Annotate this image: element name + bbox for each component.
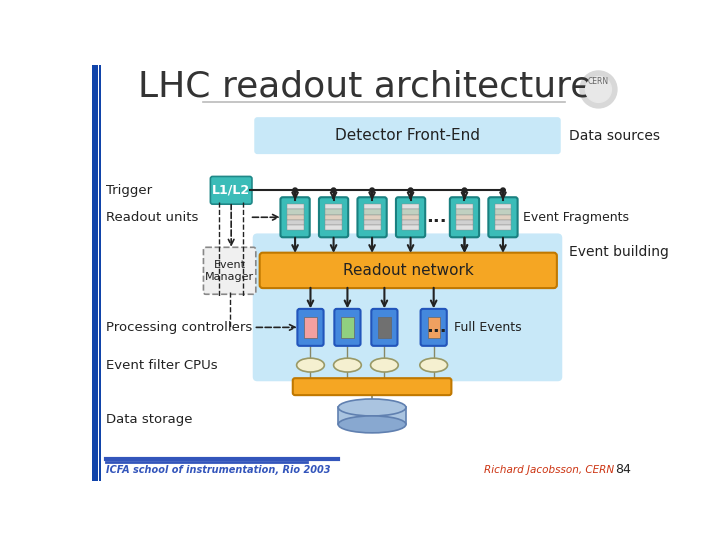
Text: Readout network: Readout network — [343, 263, 474, 278]
Bar — [287, 204, 304, 210]
FancyBboxPatch shape — [357, 197, 387, 237]
Bar — [456, 220, 473, 225]
Bar — [364, 220, 381, 225]
Bar — [378, 316, 390, 338]
Bar — [364, 214, 381, 220]
Text: Trigger: Trigger — [106, 184, 152, 197]
FancyBboxPatch shape — [254, 117, 561, 154]
Text: Full Events: Full Events — [454, 321, 521, 334]
Text: Event Fragments: Event Fragments — [523, 211, 629, 224]
Bar — [99, 65, 101, 481]
FancyBboxPatch shape — [281, 197, 310, 237]
Bar — [402, 225, 419, 231]
Ellipse shape — [333, 358, 361, 372]
Text: Data sources: Data sources — [570, 129, 660, 143]
Bar — [456, 204, 473, 210]
Bar — [402, 220, 419, 225]
Bar — [428, 316, 440, 338]
Text: Data storage: Data storage — [106, 413, 192, 426]
Bar — [364, 210, 381, 214]
Bar — [402, 210, 419, 214]
Text: Event
Manager: Event Manager — [205, 260, 254, 281]
Ellipse shape — [297, 358, 324, 372]
Text: Event filter CPUs: Event filter CPUs — [106, 359, 217, 372]
FancyBboxPatch shape — [293, 378, 451, 395]
Text: Detector Front-End: Detector Front-End — [335, 128, 480, 143]
Text: LHC readout architecture: LHC readout architecture — [138, 69, 593, 103]
Bar — [287, 214, 304, 220]
FancyBboxPatch shape — [260, 253, 557, 288]
Bar — [287, 220, 304, 225]
Text: CERN: CERN — [588, 77, 609, 86]
Bar — [364, 225, 381, 231]
Ellipse shape — [338, 399, 406, 416]
Circle shape — [500, 188, 505, 193]
FancyBboxPatch shape — [396, 197, 426, 237]
Text: 84: 84 — [615, 463, 631, 476]
Bar — [456, 214, 473, 220]
FancyBboxPatch shape — [488, 197, 518, 237]
Ellipse shape — [420, 358, 448, 372]
FancyBboxPatch shape — [319, 197, 348, 237]
Bar — [325, 204, 342, 210]
Bar — [287, 210, 304, 214]
Bar — [364, 204, 381, 210]
Bar — [338, 408, 406, 424]
Bar — [92, 65, 98, 481]
FancyBboxPatch shape — [420, 309, 447, 346]
Text: ...: ... — [426, 208, 447, 226]
Bar — [325, 225, 342, 231]
FancyBboxPatch shape — [204, 247, 256, 294]
Circle shape — [408, 188, 413, 193]
Ellipse shape — [338, 416, 406, 433]
Text: Readout units: Readout units — [106, 211, 198, 224]
Circle shape — [331, 188, 336, 193]
Circle shape — [293, 188, 297, 193]
Text: Event building: Event building — [570, 245, 669, 259]
Bar — [325, 210, 342, 214]
Circle shape — [585, 77, 611, 103]
Bar — [402, 204, 419, 210]
Bar — [325, 220, 342, 225]
Bar — [341, 316, 354, 338]
Text: ICFA school of instrumentation, Rio 2003: ICFA school of instrumentation, Rio 2003 — [106, 465, 330, 475]
Ellipse shape — [371, 358, 398, 372]
Bar — [495, 204, 511, 210]
Circle shape — [580, 71, 617, 108]
FancyBboxPatch shape — [372, 309, 397, 346]
Bar — [495, 210, 511, 214]
Bar — [325, 214, 342, 220]
Text: L1/L2: L1/L2 — [212, 184, 251, 197]
Bar — [495, 225, 511, 231]
Bar — [305, 316, 317, 338]
Bar — [495, 220, 511, 225]
Text: Processing controllers: Processing controllers — [106, 321, 252, 334]
Bar — [456, 210, 473, 214]
FancyBboxPatch shape — [297, 309, 323, 346]
FancyBboxPatch shape — [253, 233, 562, 381]
Bar — [456, 225, 473, 231]
FancyBboxPatch shape — [334, 309, 361, 346]
Text: Richard Jacobsson, CERN: Richard Jacobsson, CERN — [485, 465, 615, 475]
Bar — [287, 225, 304, 231]
Bar — [402, 214, 419, 220]
Bar — [495, 214, 511, 220]
Text: ...: ... — [426, 319, 447, 336]
FancyBboxPatch shape — [210, 177, 252, 204]
Circle shape — [462, 188, 467, 193]
Circle shape — [370, 188, 374, 193]
FancyBboxPatch shape — [450, 197, 479, 237]
